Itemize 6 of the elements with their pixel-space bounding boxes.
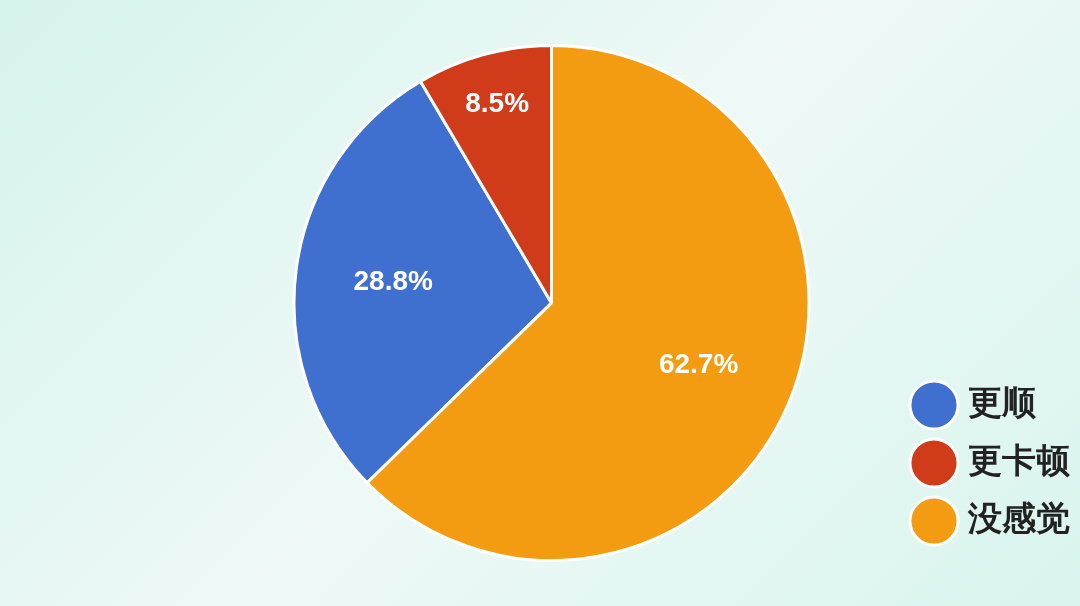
data-label: 28.8% bbox=[353, 264, 434, 296]
data-label: 62.7% bbox=[658, 347, 739, 379]
legend-label: 没感觉 bbox=[967, 497, 1070, 538]
legend-label: 更卡顿 bbox=[968, 439, 1070, 480]
legend-label: 更顺 bbox=[968, 381, 1036, 422]
data-label: 8.5% bbox=[465, 87, 530, 119]
